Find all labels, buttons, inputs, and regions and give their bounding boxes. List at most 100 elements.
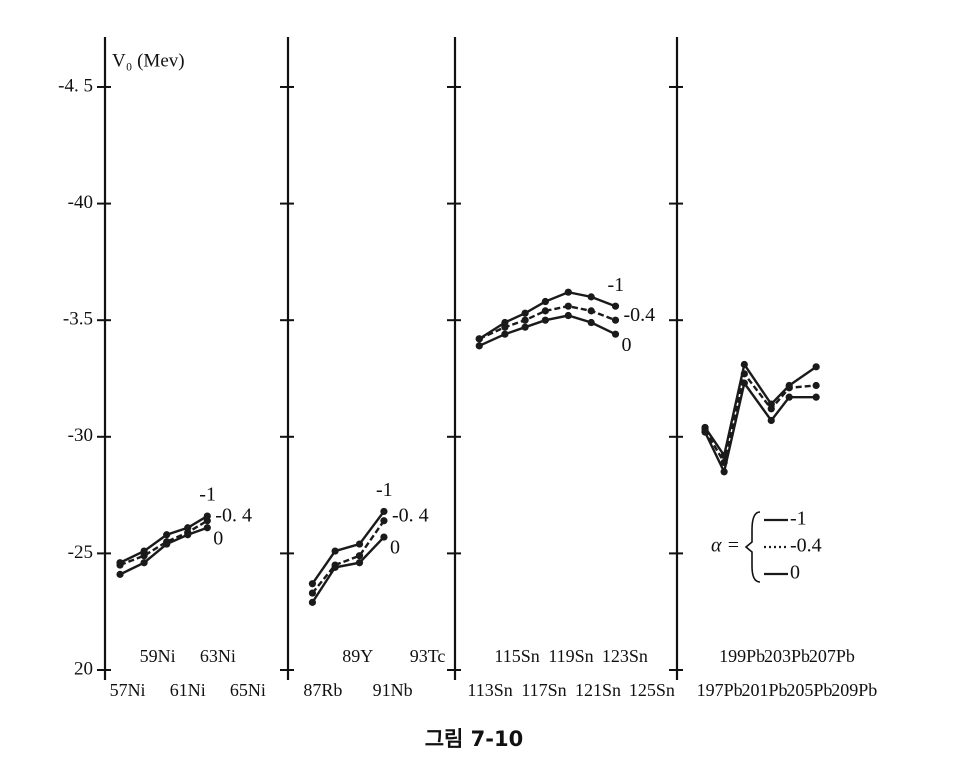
data-point — [521, 309, 529, 317]
series-line — [311, 520, 385, 594]
data-point — [140, 559, 148, 567]
data-point — [380, 507, 388, 516]
x-tick-label: 205Pb — [786, 680, 832, 700]
data-point — [475, 342, 483, 350]
data-point — [541, 316, 549, 324]
data-point — [140, 552, 148, 560]
x-tick-label: 59Ni — [140, 646, 176, 666]
data-point — [812, 393, 820, 401]
series-end-label: 0 — [213, 527, 223, 549]
x-tick-label: 199Pb — [719, 646, 765, 666]
series-end-label: -1 — [607, 274, 624, 296]
data-point — [740, 370, 748, 378]
series-line — [311, 536, 385, 604]
series-line — [119, 519, 208, 567]
legend-brace — [744, 511, 761, 583]
x-tick-label: 65Ni — [230, 680, 266, 700]
data-point — [203, 517, 211, 525]
series-line — [119, 515, 208, 564]
y-tick-label: 20 — [74, 658, 93, 679]
x-tick-label: 119Sn — [548, 646, 593, 666]
series-end-label: -0.4 — [623, 304, 655, 326]
data-point — [355, 552, 364, 560]
y-tick-label: -25 — [68, 542, 93, 563]
x-tick-label: 89Y — [342, 646, 373, 666]
x-tick-label: 197Pb — [697, 680, 743, 700]
data-point — [541, 297, 549, 306]
legend-label: 0 — [790, 562, 800, 584]
series-line — [311, 510, 385, 585]
data-point — [767, 405, 775, 413]
series-end-label: -0. 4 — [392, 504, 429, 526]
data-point — [380, 517, 388, 525]
data-point — [701, 428, 709, 436]
x-tick-label: 87Rb — [303, 680, 342, 700]
data-point — [587, 307, 595, 315]
data-point — [331, 563, 339, 571]
x-tick-label: 63Ni — [200, 646, 236, 666]
y-tick-label: -40 — [68, 192, 93, 213]
x-tick-label: 201Pb — [742, 680, 788, 700]
data-point — [501, 330, 509, 338]
data-point — [785, 393, 793, 401]
x-tick-label: 209Pb — [831, 680, 877, 700]
x-tick-label: 115Sn — [494, 646, 539, 666]
data-point — [308, 598, 317, 606]
data-point — [521, 316, 529, 324]
data-point — [564, 288, 572, 296]
data-point — [355, 559, 364, 567]
data-point — [331, 547, 339, 555]
x-tick-label: 61Ni — [170, 680, 206, 700]
data-point — [116, 570, 124, 578]
x-tick-label: 113Sn — [467, 680, 512, 700]
series-end-label: -0. 4 — [215, 504, 252, 526]
series-end-label: 0 — [621, 334, 631, 356]
legend-label: -1 — [790, 508, 807, 530]
series-line — [704, 371, 817, 466]
data-point — [785, 384, 793, 392]
data-point — [203, 524, 211, 532]
legend-prefix: α = — [711, 535, 740, 557]
data-point — [740, 379, 748, 387]
data-point — [355, 540, 364, 548]
x-tick-label: 91Nb — [373, 680, 413, 700]
x-tick-label: 117Sn — [521, 680, 566, 700]
data-point — [611, 302, 620, 310]
data-point — [812, 363, 820, 371]
data-point — [308, 589, 317, 597]
data-point — [521, 323, 529, 331]
data-point — [308, 580, 317, 588]
data-point — [184, 531, 192, 539]
y-tick-label: -4. 5 — [58, 75, 93, 96]
data-point — [541, 307, 549, 315]
data-point — [767, 416, 775, 425]
series-line — [704, 361, 817, 459]
data-point — [611, 330, 620, 338]
data-point — [720, 468, 728, 476]
y-tick-label: -30 — [68, 425, 93, 446]
data-point — [501, 323, 509, 331]
data-point — [564, 311, 572, 320]
data-point — [564, 302, 572, 310]
x-tick-label: 121Sn — [575, 680, 621, 700]
series-line — [703, 380, 817, 476]
data-point — [611, 316, 620, 324]
data-point — [587, 293, 595, 301]
figure-caption: 그림 7-10 — [425, 727, 524, 751]
y-tick-label: -3.5 — [63, 309, 93, 330]
data-point — [587, 318, 595, 327]
x-tick-label: 207Pb — [809, 646, 855, 666]
x-tick-label: 203Pb — [764, 646, 810, 666]
series-end-label: 0 — [390, 537, 400, 559]
legend-label: -0.4 — [790, 535, 822, 557]
data-point — [163, 531, 171, 539]
data-point — [812, 381, 820, 390]
x-tick-label: 123Sn — [602, 646, 648, 666]
series-end-label: -1 — [376, 479, 393, 501]
x-tick-label: 93Tc — [410, 646, 446, 666]
data-point — [116, 561, 124, 569]
data-point — [163, 540, 171, 548]
data-point — [380, 533, 388, 541]
data-point — [475, 335, 483, 343]
